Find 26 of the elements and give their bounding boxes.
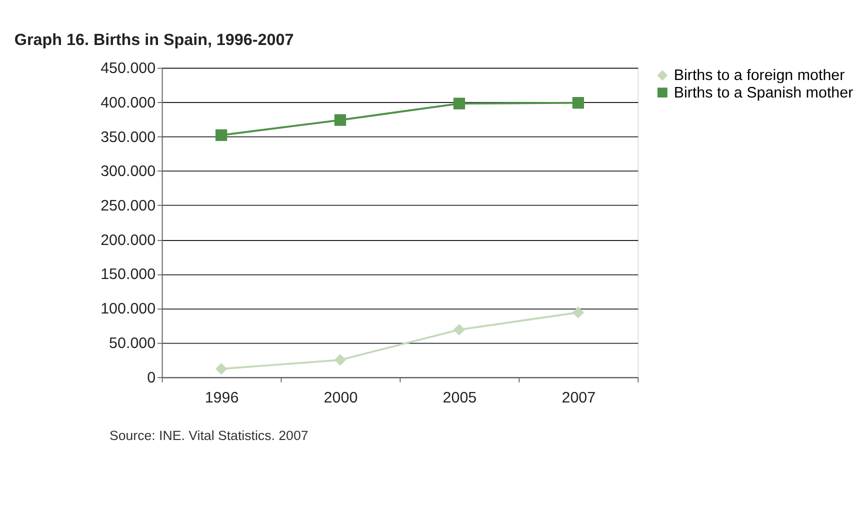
y-tick-label: 450.000	[100, 60, 156, 78]
y-tick-label: 50.000	[109, 334, 156, 352]
x-tick-label: 2005	[442, 389, 477, 406]
y-tick-label: 250.000	[100, 198, 156, 215]
point	[334, 114, 346, 126]
point	[215, 363, 228, 375]
x-tick-label: 2007	[562, 389, 596, 406]
legend-label: Births to a foreign mother	[674, 67, 845, 84]
y-tick-label: 400.000	[100, 94, 156, 112]
y-tick-label: 0	[147, 369, 156, 386]
point	[572, 306, 584, 318]
legend-label: Births to a Spanish mother	[674, 84, 854, 102]
y-tick-label: 200.000	[100, 232, 156, 249]
y-tick-label: 150.000	[100, 266, 156, 284]
point	[334, 354, 346, 366]
y-tick-label: 300.000	[100, 163, 156, 180]
source-note: Source: INE. Vital Statistics. 2007	[109, 428, 308, 443]
y-tick-label: 350.000	[100, 128, 156, 146]
y-tick-label: 100.000	[100, 300, 156, 318]
point	[453, 324, 466, 336]
chart-title: Graph 16. Births in Spain, 1996-2007	[14, 30, 294, 49]
x-tick-label: 2000	[324, 389, 358, 406]
x-tick-label: 1996	[204, 389, 239, 406]
point	[215, 129, 228, 141]
point	[572, 97, 584, 109]
point	[453, 98, 466, 110]
